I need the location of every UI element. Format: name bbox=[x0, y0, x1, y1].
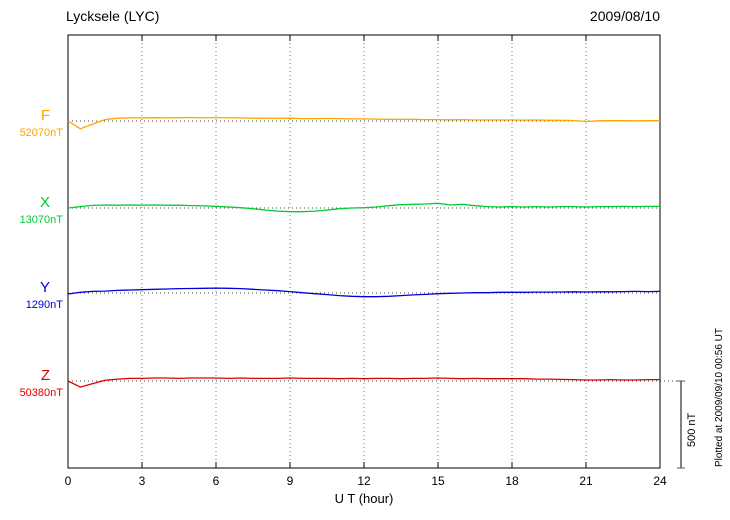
x-tick-label: 24 bbox=[653, 474, 667, 488]
scale-bar-label: 500 nT bbox=[686, 412, 698, 447]
date-label: 2009/08/10 bbox=[589, 8, 660, 24]
plot-border bbox=[67, 34, 661, 469]
station-title: Lycksele (LYC) bbox=[66, 8, 160, 24]
x-tick-label: 0 bbox=[65, 474, 72, 488]
trace-Y bbox=[67, 287, 661, 298]
series-label-y: Y bbox=[39, 279, 50, 296]
x-tick-label: 21 bbox=[579, 474, 593, 488]
x-tick-label: 9 bbox=[287, 474, 294, 488]
series-baseline-label-x: 13070nT bbox=[19, 214, 63, 226]
series-baseline-label-y: 1290nT bbox=[25, 299, 63, 311]
series-label-f: F bbox=[40, 107, 50, 124]
series-label-z: Z bbox=[40, 367, 50, 384]
trace-Z bbox=[67, 377, 660, 388]
series-baseline-label-f: 52070nT bbox=[19, 127, 63, 139]
plotted-at-label: Plotted at 2009/09/10 00:56 UT bbox=[714, 328, 725, 467]
series-label-x: X bbox=[39, 194, 50, 211]
x-tick-label: 18 bbox=[505, 474, 519, 488]
trace-X bbox=[67, 202, 660, 213]
x-tick-label: 12 bbox=[357, 474, 371, 488]
trace-F bbox=[67, 116, 660, 130]
x-tick-label: 6 bbox=[213, 474, 220, 488]
x-tick-label: 15 bbox=[431, 474, 445, 488]
series-baseline-label-z: 50380nT bbox=[19, 387, 63, 399]
x-axis-title: U T (hour) bbox=[334, 491, 394, 506]
x-tick-label: 3 bbox=[139, 474, 146, 488]
